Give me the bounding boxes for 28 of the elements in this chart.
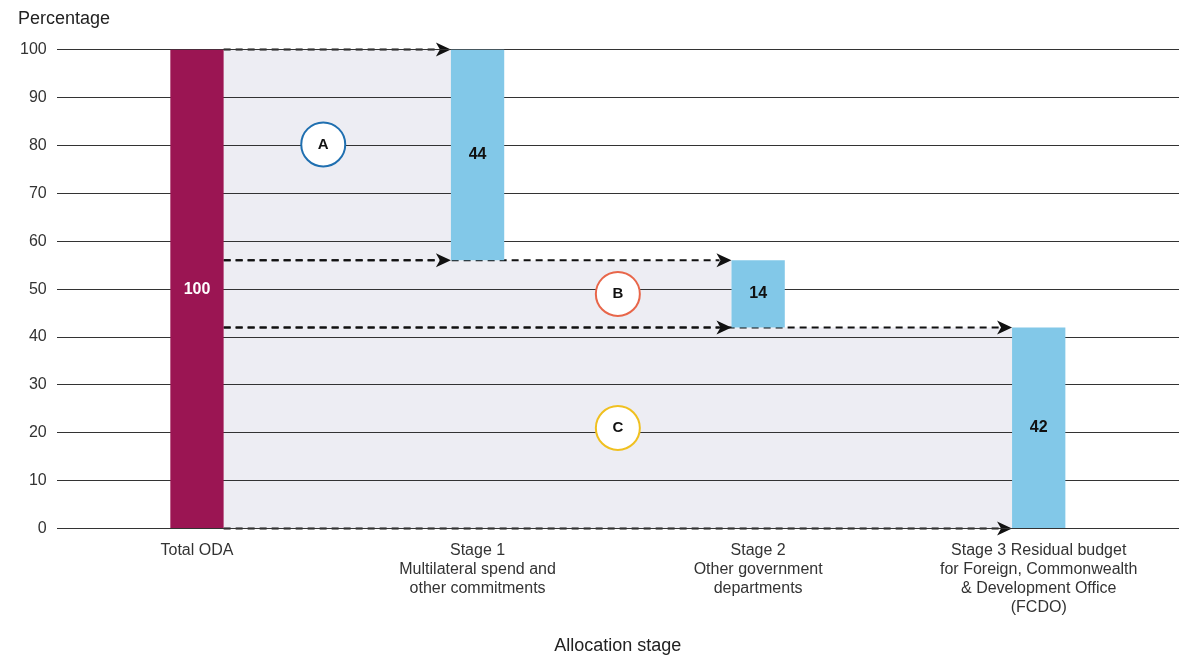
x-axis-title: Allocation stage [554, 635, 682, 656]
y-tick-label: 60 [28, 231, 47, 249]
y-tick-label: 90 [28, 87, 47, 105]
y-tick-label: 30 [28, 375, 47, 393]
bar [1012, 327, 1066, 529]
annotation: B [612, 284, 624, 302]
annotation: C [612, 418, 624, 436]
x-tick-label: Stage 2 Other government departments [693, 540, 824, 597]
y-axis-title: Percentage [18, 8, 111, 29]
bar [450, 49, 505, 261]
y-tick-label: 20 [28, 423, 47, 441]
y-tick-label: 70 [28, 183, 47, 201]
y-tick-label: 50 [28, 279, 47, 297]
bar [731, 260, 785, 328]
y-tick-label: 40 [28, 327, 47, 345]
x-tick-label: Total ODA [160, 540, 234, 558]
y-tick-label: 100 [19, 40, 47, 58]
annotation: A [317, 134, 329, 152]
data-label: 100 [183, 279, 211, 297]
y-tick-label: 10 [28, 471, 47, 489]
x-tick-label: Stage 3 Residual budget for Foreign, Commonwealth & Development Office (FCDO) [940, 540, 1138, 616]
bar [170, 49, 224, 529]
y-tick-label: 80 [28, 135, 47, 153]
y-tick-label: 0 [37, 519, 47, 537]
x-tick-label: Stage 1 Multilateral spend and other commitments [399, 540, 556, 597]
data-label: 44 [468, 145, 487, 163]
data-label: 42 [1029, 418, 1048, 436]
data-label: 14 [749, 284, 768, 302]
